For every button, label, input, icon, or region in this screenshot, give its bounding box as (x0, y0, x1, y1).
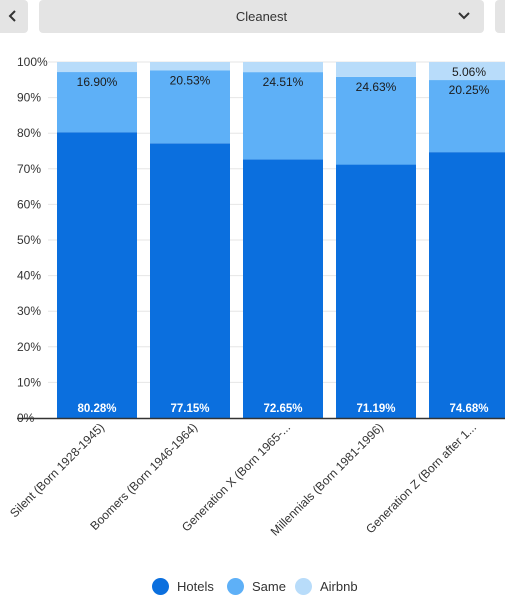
data-label: 77.15% (170, 403, 209, 415)
bar-segment-airbnb (336, 62, 416, 77)
data-label: 16.90% (77, 75, 118, 89)
metric-dropdown[interactable]: Cleanest (39, 0, 484, 33)
legend-label: Hotels (177, 579, 214, 594)
dropdown-selected-value: Cleanest (235, 9, 288, 24)
filter-bar: Cleanest (0, 0, 505, 34)
chevron-left-icon (8, 10, 16, 22)
bar-segment-same (336, 76, 416, 165)
bar-segment-same (429, 80, 505, 153)
bar-segment-airbnb (150, 62, 230, 71)
data-label: 24.51% (263, 75, 304, 89)
y-tick-label: 70% (17, 162, 41, 176)
y-tick-label: 90% (17, 91, 41, 105)
data-label: 74.68% (449, 403, 488, 415)
data-label: 80.28% (77, 403, 116, 415)
y-tick-label: 100% (17, 55, 48, 69)
y-tick-label: 50% (17, 233, 41, 247)
y-tick-label: 20% (17, 340, 41, 354)
legend-label: Airbnb (320, 579, 358, 594)
legend-swatch (295, 578, 312, 595)
y-tick-label: 80% (17, 126, 41, 140)
data-label: 71.19% (356, 403, 395, 415)
x-tick-label: Boomers (Born 1946-1964) (87, 420, 200, 533)
legend-swatch (227, 578, 244, 595)
bar-segment-airbnb (429, 62, 505, 81)
bar-segment-hotels (57, 132, 137, 419)
y-tick-label: 10% (17, 375, 41, 389)
previous-button[interactable] (0, 0, 28, 33)
bar-segment-same (57, 72, 137, 133)
bar-segment-airbnb (57, 62, 137, 73)
x-tick-label: Generation Z (Born after 1... (363, 420, 479, 536)
chevron-down-icon (458, 12, 470, 20)
y-tick-label: 60% (17, 197, 41, 211)
x-tick-label: Silent (Born 1928-1945) (7, 420, 107, 520)
stacked-bar-chart: 0%10%20%30%40%50%60%70%80%90%100%80.28%1… (7, 55, 505, 539)
bar-segment-hotels (243, 159, 323, 418)
data-label: 72.65% (263, 403, 302, 415)
legend-label: Same (252, 579, 286, 594)
bar-segment-hotels (429, 152, 505, 418)
data-label: 20.25% (449, 83, 490, 97)
bar-segment-hotels (336, 164, 416, 418)
legend-swatch (152, 578, 169, 595)
data-label: 20.53% (170, 73, 211, 87)
bar-segment-same (243, 72, 323, 160)
x-tick-label: Generation X (Born 1965-... (179, 420, 293, 534)
legend: Hotels Same Airbnb (0, 576, 505, 598)
data-label: 24.63% (356, 80, 397, 94)
bar-segment-hotels (150, 143, 230, 418)
y-tick-label: 30% (17, 304, 41, 318)
data-label: 5.06% (452, 65, 486, 79)
y-tick-label: 40% (17, 269, 41, 283)
bar-segment-airbnb (243, 62, 323, 73)
next-button[interactable] (495, 0, 505, 33)
bar-segment-same (150, 70, 230, 144)
